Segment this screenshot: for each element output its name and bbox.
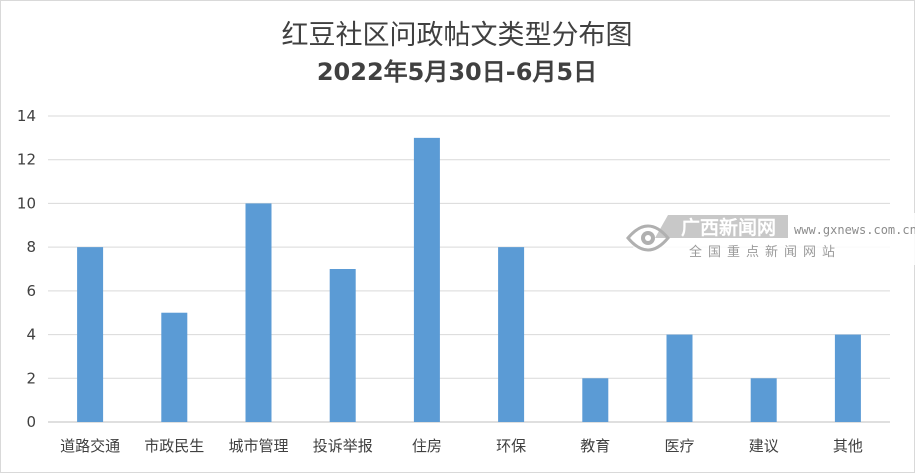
x-category-label: 医疗	[664, 437, 694, 455]
bars	[77, 137, 861, 422]
bar-4	[329, 269, 356, 422]
bar-7	[582, 378, 609, 422]
x-category-label: 市政民生	[144, 437, 204, 455]
eye-logo-icon	[626, 224, 670, 252]
bar-10	[834, 334, 861, 422]
watermark-subtitle: 全国重点新闻网站	[689, 244, 841, 260]
y-tick-label: 8	[26, 238, 36, 256]
x-category-label: 环保	[496, 437, 526, 455]
bar-8	[666, 334, 693, 422]
x-category-label: 城市管理	[228, 437, 288, 455]
x-category-label: 教育	[580, 437, 610, 455]
bar-1	[77, 247, 104, 422]
y-tick-label: 10	[17, 194, 36, 212]
chart-title: 红豆社区问政帖文类型分布图	[282, 20, 633, 51]
x-axis-labels: 道路交通 市政民生 城市管理 投诉举报 住房 环保 教育 医疗 建议 其他	[60, 437, 863, 455]
chart-subtitle: 2022年5月30日-6月5日	[317, 58, 597, 86]
bar-9	[750, 378, 777, 422]
x-category-label: 住房	[412, 437, 442, 455]
y-tick-label: 14	[17, 107, 36, 125]
watermark-url: www.gxnews.com.cn	[794, 223, 915, 237]
bar-5	[413, 137, 440, 422]
watermark-title-banner	[655, 215, 788, 238]
y-tick-label: 6	[26, 282, 36, 300]
bar-6	[498, 247, 525, 422]
x-category-label: 建议	[749, 437, 779, 455]
y-tick-label: 12	[17, 151, 36, 169]
y-tick-label: 2	[26, 369, 36, 387]
y-tick-label: 0	[26, 413, 36, 431]
watermark-title: 广西新闻网	[681, 216, 776, 239]
gridlines	[48, 115, 890, 423]
watermark: 广西新闻网 www.gxnews.com.cn 全国重点新闻网站	[622, 213, 915, 265]
x-category-label: 投诉举报	[313, 437, 373, 455]
y-axis-ticks: 0 2 4 6 8 10 12 14	[17, 107, 36, 431]
bar-2	[161, 312, 188, 422]
bar-3	[245, 203, 272, 422]
x-category-label: 其他	[833, 437, 863, 455]
y-tick-label: 4	[26, 326, 36, 344]
x-category-label: 道路交通	[60, 437, 120, 455]
